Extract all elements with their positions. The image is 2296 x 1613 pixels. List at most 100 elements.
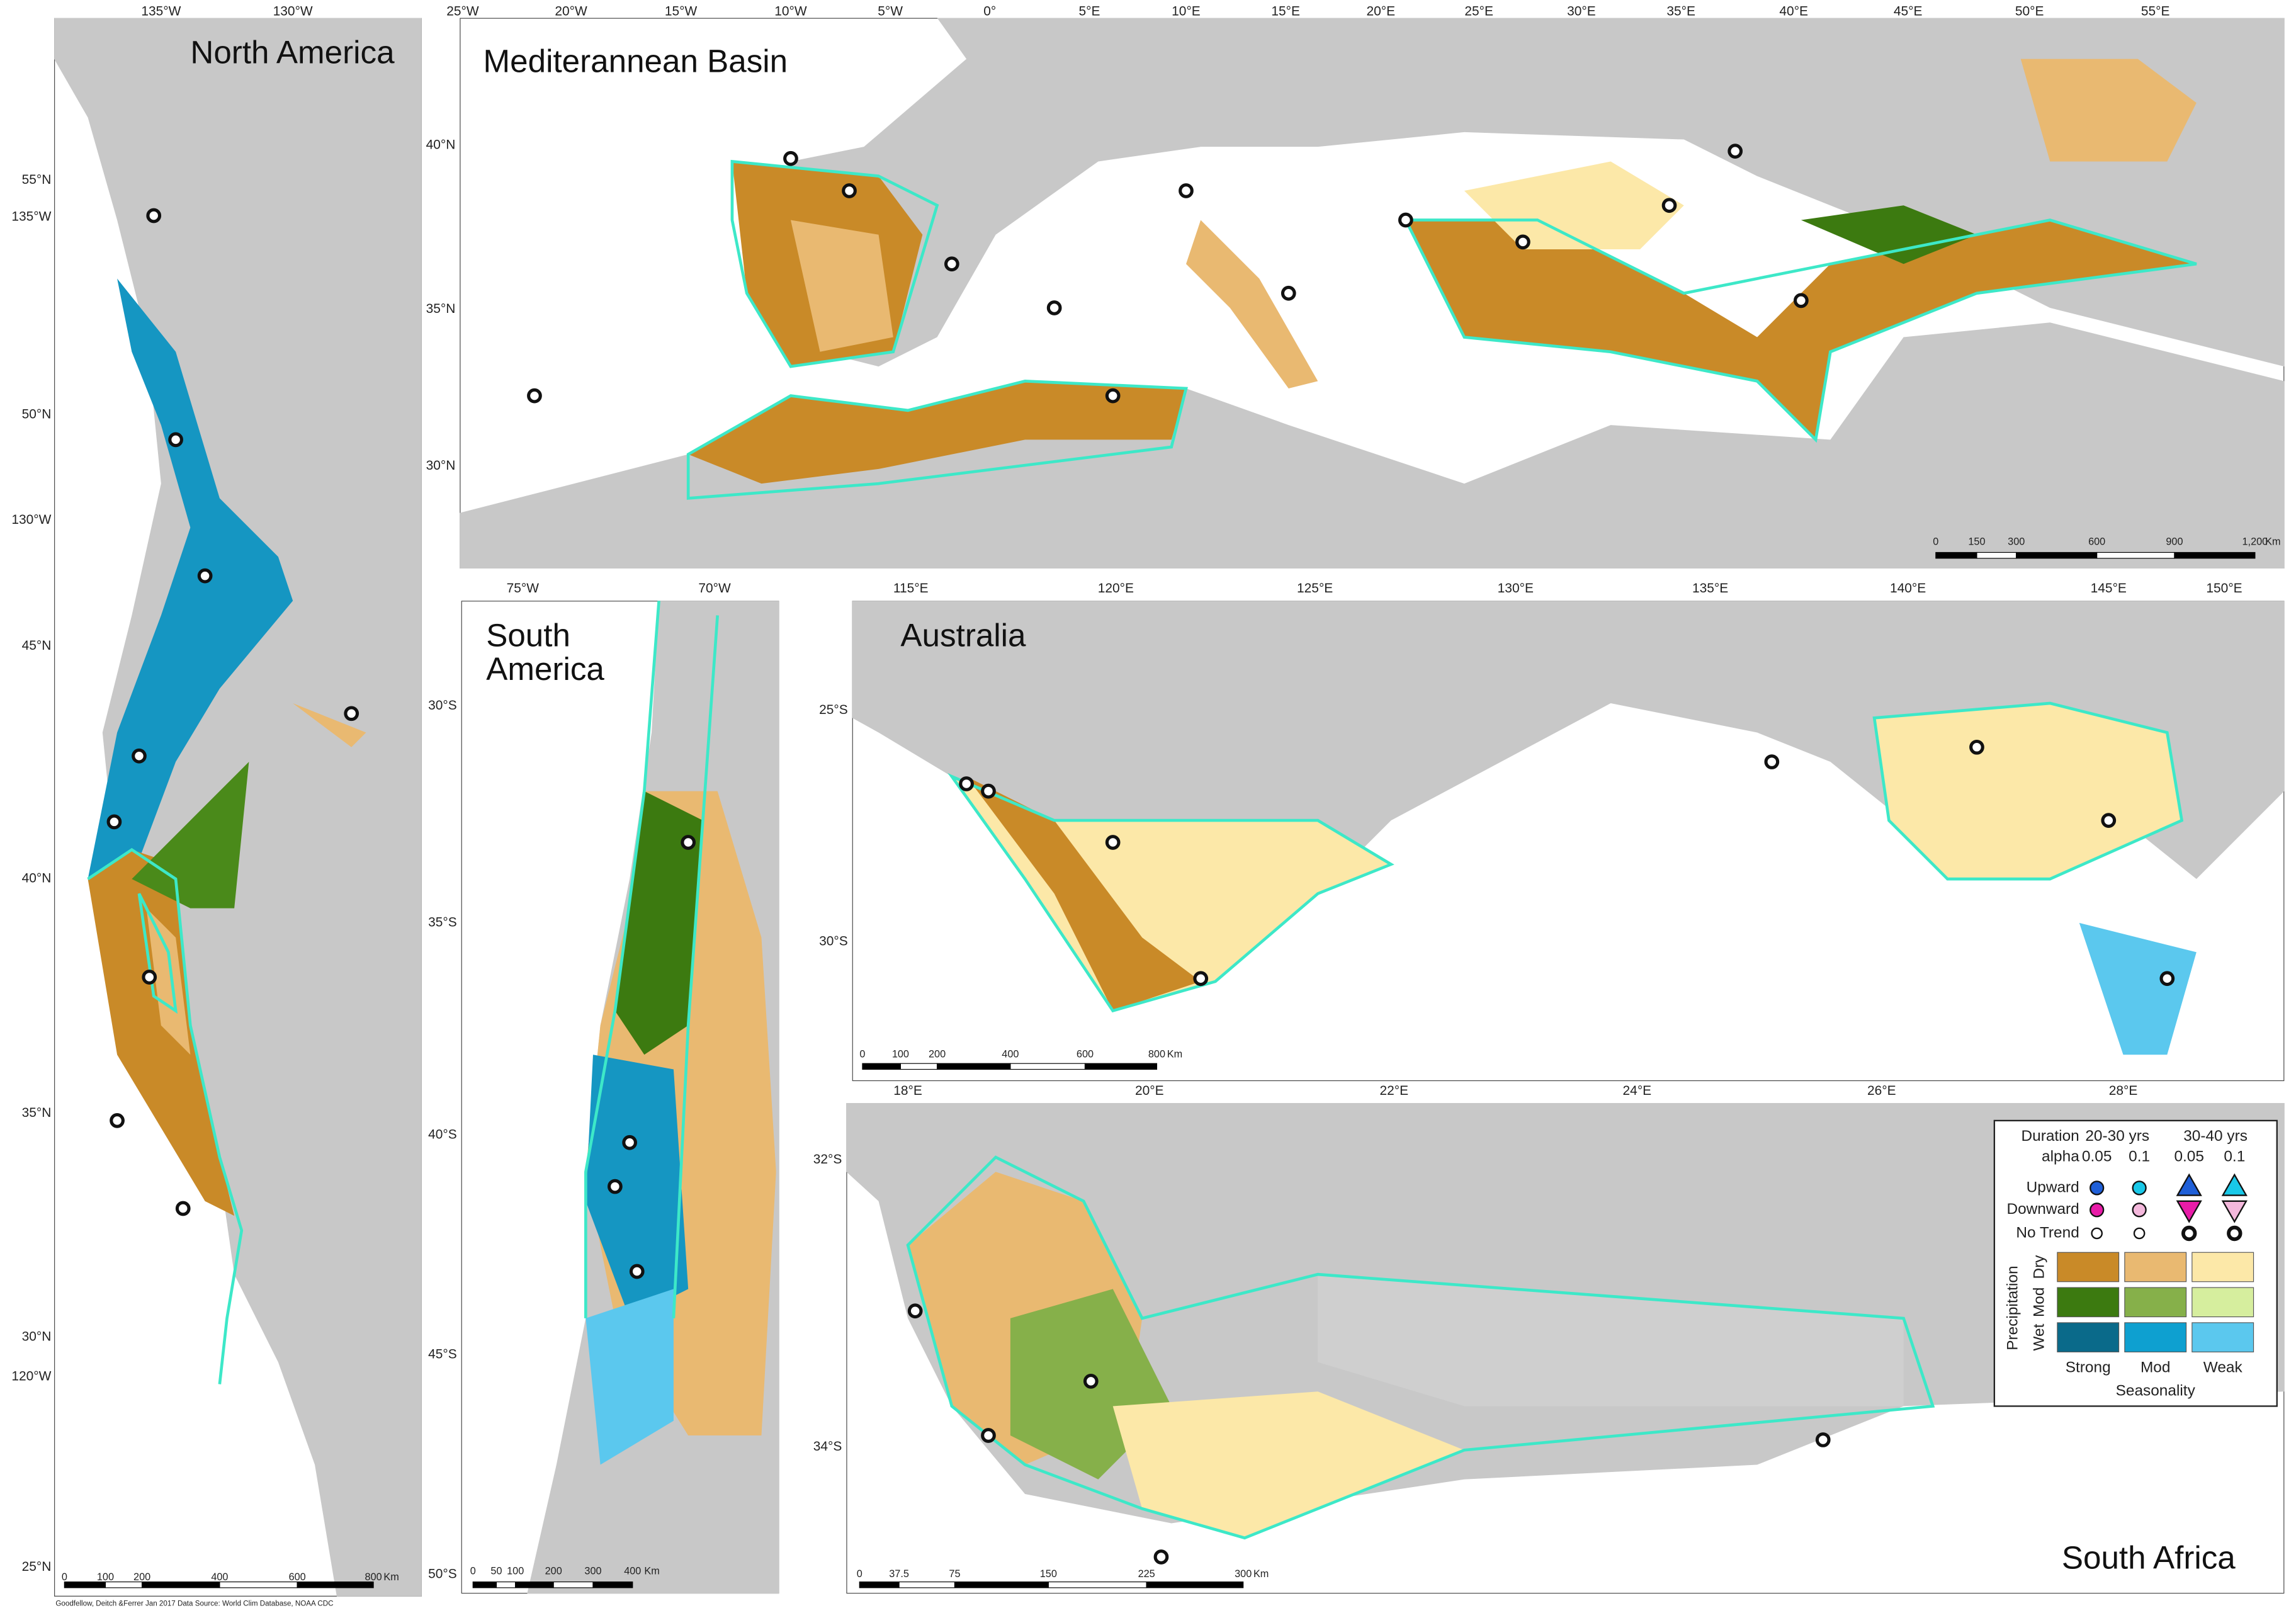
scale-label: 900	[2166, 536, 2183, 547]
scale-label: 300	[584, 1566, 601, 1577]
scale-label: 150	[1040, 1568, 1057, 1580]
scale-label: 600	[1077, 1049, 1094, 1060]
lon-label: 135°W	[141, 4, 181, 19]
lon-label: 10°E	[1172, 4, 1201, 19]
legend-precip-level: Mod	[2030, 1288, 2047, 1317]
station-symbol	[907, 1303, 923, 1319]
scale-label: 0	[857, 1568, 862, 1580]
legend-duration: Duration	[2022, 1128, 2079, 1145]
scale-unit: Km	[1253, 1568, 1269, 1580]
lat-label: 30°S	[819, 934, 848, 949]
lon-label: 75°W	[507, 581, 540, 596]
legend-duration-short: 20-30 yrs	[2085, 1128, 2149, 1145]
lon-label: 120°E	[1098, 581, 1134, 596]
lat-label: 120°W	[11, 1369, 51, 1383]
scale-label: 225	[1138, 1568, 1155, 1580]
legend-alpha: alpha	[2042, 1148, 2079, 1165]
lon-label: 26°E	[1867, 1084, 1896, 1098]
panel-title-box: Mediterannean Basin	[484, 44, 788, 78]
lon-label: 30°E	[1567, 4, 1596, 19]
south-africa-map	[846, 1102, 2285, 1594]
lon-label: 25°W	[446, 4, 479, 19]
mediterranean-map	[460, 18, 2285, 569]
lat-label: 45°S	[428, 1347, 457, 1362]
station-symbol	[527, 388, 542, 404]
scale-label: 400	[211, 1571, 228, 1583]
scale-label: 300	[2008, 536, 2025, 547]
lon-label: 130°E	[1498, 581, 1534, 596]
lon-label: 0°	[983, 4, 996, 19]
station-symbol	[146, 208, 162, 224]
panel-title: North America	[190, 35, 395, 71]
panel-title: Australia	[900, 618, 1026, 654]
scale-label: 200	[133, 1571, 150, 1583]
scale-bar-segment	[592, 1581, 633, 1588]
station-symbol	[110, 1113, 125, 1128]
scale-bar-segment	[2174, 552, 2256, 559]
scale-bar-segment	[1048, 1581, 1147, 1588]
legend-precip-level: Wet	[2030, 1323, 2047, 1350]
station-symbol	[1153, 1549, 1169, 1565]
scale-bar-segment	[1976, 552, 2017, 559]
lat-label: 50°S	[428, 1566, 457, 1581]
lat-label: 35°S	[428, 915, 457, 929]
scale-label: 150	[1968, 536, 1985, 547]
station-symbol	[959, 776, 974, 791]
lon-label: 10°W	[774, 4, 807, 19]
legend-trend: Upward	[2027, 1179, 2079, 1196]
lon-label: 20°W	[555, 4, 587, 19]
station-symbol	[344, 706, 359, 722]
lat-label: 30°N	[426, 458, 456, 473]
lon-label: 115°E	[893, 581, 929, 596]
scale-bar-segment	[900, 1063, 938, 1070]
panel-title-box: Australia	[900, 618, 1026, 654]
credit: Goodfellow, Deitch &Ferrer Jan 2017 Data…	[55, 1600, 333, 1608]
lon-label: 130°W	[273, 4, 313, 19]
station-symbol	[1661, 198, 1677, 213]
legend: Duration 20-30 yrs 30-40 yrs alpha 0.05 …	[1993, 1119, 2278, 1407]
scale-unit: Km	[644, 1566, 659, 1577]
legend-alpha-value: 0.05	[2174, 1148, 2204, 1165]
lon-label: 140°E	[1890, 581, 1926, 596]
scale-label: 37.5	[889, 1568, 909, 1580]
station-symbol	[622, 1135, 637, 1150]
lon-label: 25°E	[1464, 4, 1493, 19]
lon-label: 24°E	[1623, 1084, 1652, 1098]
scale-label: 0	[62, 1571, 67, 1583]
scale-bar-segment	[472, 1581, 497, 1588]
legend-alpha-value: 0.1	[2129, 1148, 2150, 1165]
scale-label: 400	[1002, 1049, 1019, 1060]
station-symbol	[681, 835, 696, 850]
station-symbol	[1281, 285, 1296, 301]
scale-label: 400	[624, 1566, 641, 1577]
lon-label: 5°W	[878, 4, 903, 19]
panel-title-box: North America	[190, 35, 395, 71]
legend-swatches	[2057, 1252, 2254, 1352]
lon-label: 145°E	[2091, 581, 2127, 596]
station-symbol	[132, 748, 147, 764]
scale-label: 200	[545, 1566, 562, 1577]
station-symbol	[1193, 971, 1209, 987]
scale-bar-segment	[898, 1581, 956, 1588]
station-symbol	[981, 1428, 996, 1443]
lon-label: 135°E	[1692, 581, 1728, 596]
lon-label: 28°E	[2109, 1084, 2138, 1098]
legend-seasonality-level: Strong	[2066, 1359, 2111, 1376]
station-symbol	[1815, 1432, 1831, 1447]
scale-label: 0	[859, 1049, 865, 1060]
legend-seasonality-level: Mod	[2140, 1359, 2170, 1376]
panel-title-box: South America	[486, 618, 604, 686]
lon-label: 20°E	[1135, 1084, 1164, 1098]
station-symbol	[1728, 144, 1743, 159]
station-symbol	[1969, 739, 1984, 755]
lon-label: 70°W	[698, 581, 731, 596]
scale-label: 800	[365, 1571, 382, 1583]
legend-trend: Downward	[2006, 1201, 2079, 1218]
scale-bar-segment	[862, 1063, 902, 1070]
legend-precip-level: Dry	[2030, 1255, 2047, 1279]
legend-precipitation: Precipitation	[2005, 1265, 2022, 1350]
scale-label: 600	[289, 1571, 306, 1583]
station-symbol	[142, 970, 157, 985]
lat-label: 30°S	[428, 698, 457, 713]
station-symbol	[2101, 813, 2117, 828]
